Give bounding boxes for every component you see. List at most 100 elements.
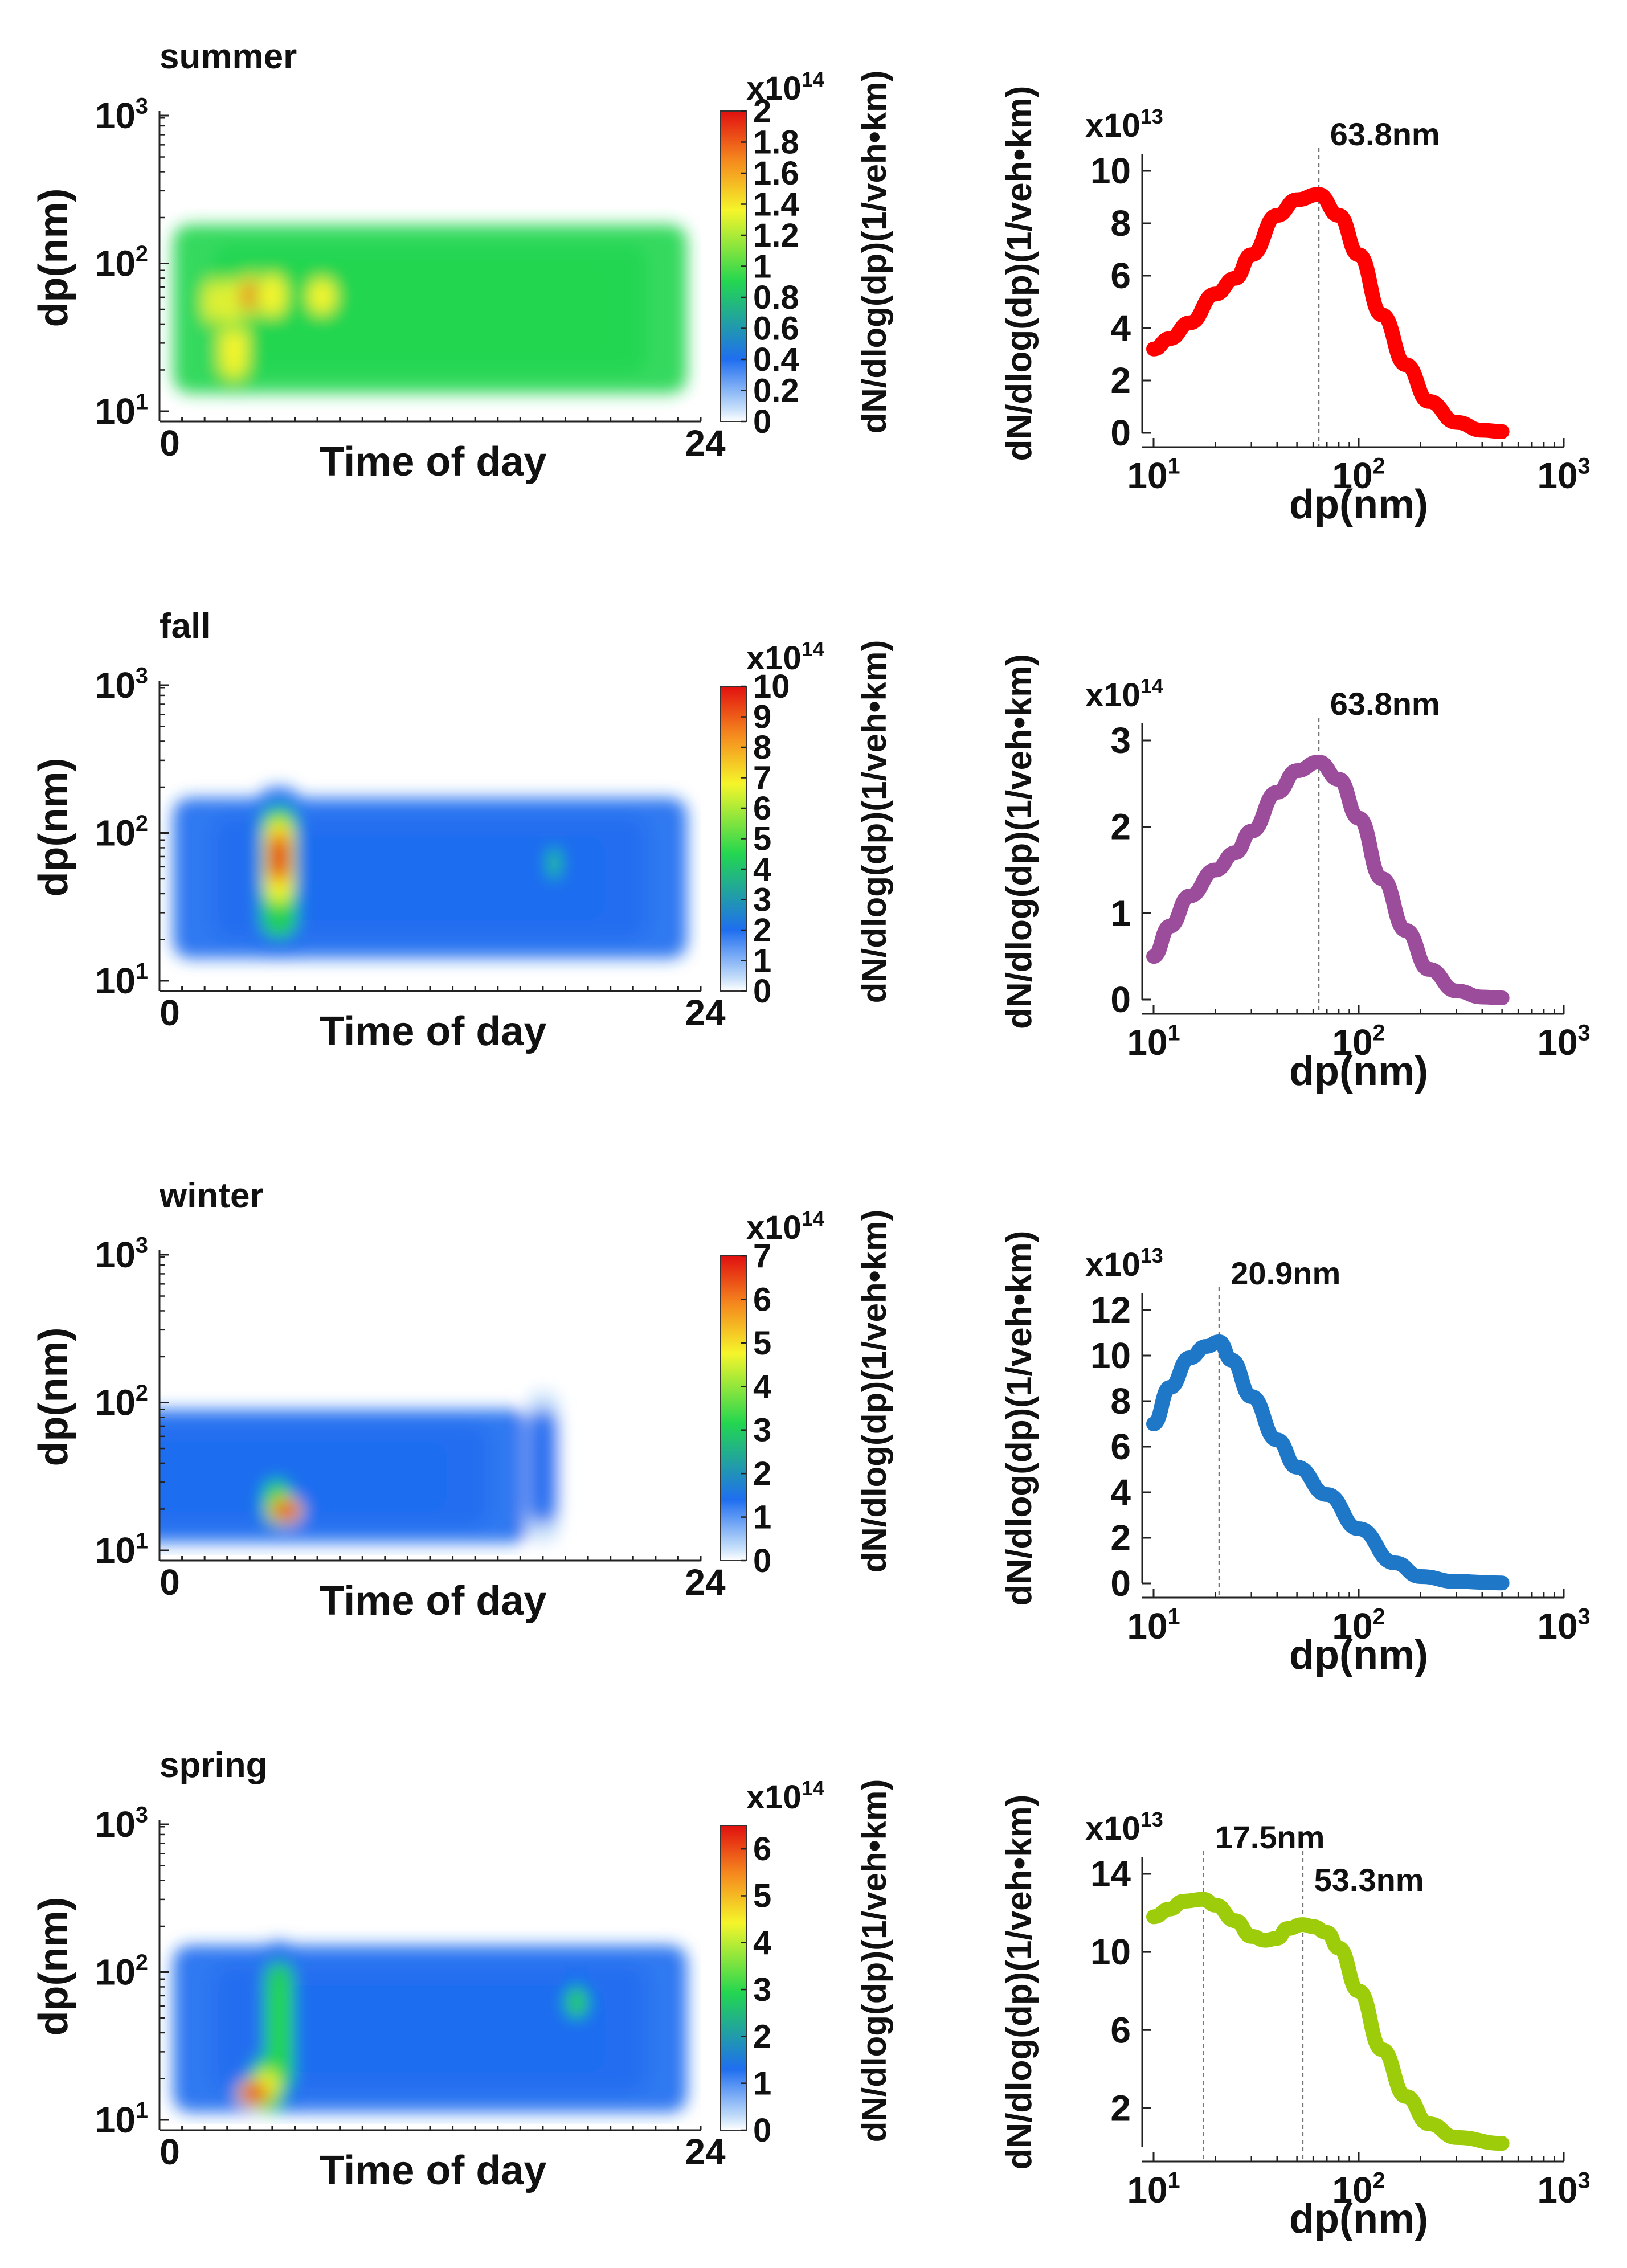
heatmap-cell — [565, 1987, 588, 2019]
size-distribution-line — [1146, 1334, 1510, 1591]
heatmap-cell — [274, 1503, 298, 1518]
colorbar-tick-label: 1.2 — [753, 217, 799, 254]
colorbar-label: dN/dlog(dp)(1/veh•km) — [855, 1779, 893, 2143]
colorbar-tick-label: 1 — [753, 943, 771, 980]
colorbar-tick-label: 2 — [753, 912, 771, 949]
size-distribution-panel-2: 0 24 68 10 12 101 102 103 dp(nm) dN/dlog(dp)(1/ve… — [1000, 1231, 1591, 1678]
colorbar-label: dN/dlog(dp)(1/veh•km) — [855, 640, 893, 1004]
colorbar-tick-label: 9 — [753, 699, 771, 736]
y-tick-label: 4 — [1110, 308, 1131, 349]
y-tick-label: 6 — [1110, 255, 1131, 296]
heatmap-title: spring — [160, 1746, 267, 1785]
size-distribution-line — [1146, 754, 1510, 1005]
y-tick-label: 8 — [1110, 1381, 1131, 1422]
y-tick-label: 102 — [95, 811, 148, 854]
size-distribution-panel-3: 2 6 10 14 101 102 103 dp(nm) dN/dlog(dp)(1/veh•k… — [1000, 1795, 1591, 2242]
x-axis-label: Time of day — [320, 2148, 547, 2193]
y-tick-label: 101 — [95, 389, 148, 432]
colorbar-tick-label: 2 — [753, 1455, 771, 1492]
x-tick-label: 24 — [685, 2131, 726, 2172]
x-axis-label: dp(nm) — [1289, 1049, 1428, 1094]
colorbar-tick-label: 0 — [753, 2112, 771, 2149]
x-tick-label: 102 — [1332, 1604, 1385, 1647]
y-axis-label: dN/dlog(dp)(1/veh•km) — [1000, 86, 1039, 461]
size-distribution-panel-0: 0 2 4 6 8 10 101 102 103 dp(nm) dN/dlog(dp)(1/veh•… — [1000, 86, 1591, 527]
colorbar-tick-label: 3 — [753, 1412, 771, 1449]
colorbar — [720, 1825, 747, 2131]
y-tick-label: 1 — [1110, 893, 1131, 934]
colorbar-tick-label: 1 — [753, 2065, 771, 2102]
colorbar-tick-label: 7 — [753, 760, 771, 797]
colorbar-tick-label: 8 — [753, 729, 771, 766]
colorbar-multiplier: x1014 — [746, 68, 824, 107]
y-tick-label: 2 — [1110, 360, 1131, 401]
size-distribution-line — [1146, 1892, 1510, 2151]
heatmap-cell — [531, 1427, 555, 1506]
size-distribution-line — [1146, 187, 1510, 439]
y-tick-label: 101 — [95, 959, 148, 1001]
heatmap-title: summer — [160, 37, 297, 76]
x-tick-label: 0 — [160, 992, 180, 1033]
y-axis-label: dp(nm) — [31, 1328, 76, 1467]
colorbar-tick-label: 2 — [753, 93, 771, 130]
heatmap-cells — [173, 1941, 688, 2113]
x-tick-label: 24 — [685, 992, 726, 1033]
y-tick-label: 12 — [1090, 1289, 1131, 1330]
colorbar-tick-label: 4 — [753, 1368, 771, 1405]
heatmap-cell — [260, 280, 284, 310]
x-tick-label: 0 — [160, 2131, 180, 2172]
x-axis-label: dp(nm) — [1289, 2196, 1428, 2242]
peak-label: 17.5nm — [1215, 1819, 1325, 1855]
colorbar-tick-label: 1.8 — [753, 124, 799, 161]
y-tick-label: 6 — [1110, 1426, 1131, 1467]
x-tick-label: 103 — [1537, 1020, 1590, 1063]
x-tick-label: 0 — [160, 423, 180, 464]
y-axis-label: dN/dlog(dp)(1/veh•km) — [1000, 1795, 1039, 2170]
y-axis-label: dp(nm) — [31, 758, 76, 897]
colorbar-tick-label: 6 — [753, 1281, 771, 1318]
size-distribution-panel-1: 0 1 2 3 101 102 103 dp(nm) dN/dlog(dp)(1/veh•km)… — [1000, 654, 1591, 1094]
y-tick-label: 0 — [1110, 979, 1131, 1020]
y-multiplier: x1014 — [1085, 674, 1163, 714]
x-tick-label: 101 — [1127, 1604, 1180, 1647]
colorbar-tick-label: 4 — [753, 851, 771, 888]
peak-label: 20.9nm — [1231, 1255, 1340, 1291]
colorbar-label: dN/dlog(dp)(1/veh•km) — [855, 71, 893, 434]
y-tick-label: 102 — [95, 1381, 148, 1423]
colorbar-multiplier: x1014 — [746, 1776, 824, 1816]
heatmap-cell — [255, 1985, 605, 2073]
heatmap-cell — [255, 265, 605, 353]
y-tick-label: 0 — [1110, 1563, 1131, 1604]
heatmap-cell — [267, 1982, 291, 2072]
x-tick-label: 102 — [1332, 2168, 1385, 2210]
y-tick-label: 103 — [95, 663, 148, 706]
x-axis-label: Time of day — [320, 1578, 547, 1624]
heatmap-cells — [160, 1390, 560, 1543]
y-tick-label: 6 — [1110, 2009, 1131, 2050]
colorbar-tick-label: 6 — [753, 790, 771, 827]
y-tick-label: 14 — [1090, 1853, 1131, 1894]
heatmap-title: winter — [159, 1176, 264, 1215]
y-tick-label: 101 — [95, 1528, 148, 1571]
x-tick-label: 103 — [1537, 453, 1590, 496]
colorbar-multiplier: x1014 — [746, 1207, 824, 1246]
x-tick-label: 0 — [160, 1562, 180, 1603]
colorbar-tick-label: 0.6 — [753, 310, 799, 347]
y-tick-label: 8 — [1110, 203, 1131, 244]
y-axis-label: dp(nm) — [31, 189, 76, 327]
heatmap-cells — [173, 224, 688, 394]
y-tick-label: 4 — [1110, 1472, 1131, 1513]
y-tick-label: 103 — [95, 93, 148, 136]
x-tick-label: 102 — [1332, 453, 1385, 496]
colorbar-multiplier: x1014 — [746, 637, 824, 677]
heatmap-cell — [255, 836, 605, 920]
y-tick-label: 103 — [95, 1233, 148, 1275]
x-tick-label: 102 — [1332, 1020, 1385, 1063]
colorbar-tick-label: 1 — [753, 1499, 771, 1536]
x-tick-label: 24 — [685, 1562, 726, 1603]
colorbar-tick-label: 3 — [753, 1971, 771, 2008]
colorbar-tick-label: 0.4 — [753, 341, 799, 378]
